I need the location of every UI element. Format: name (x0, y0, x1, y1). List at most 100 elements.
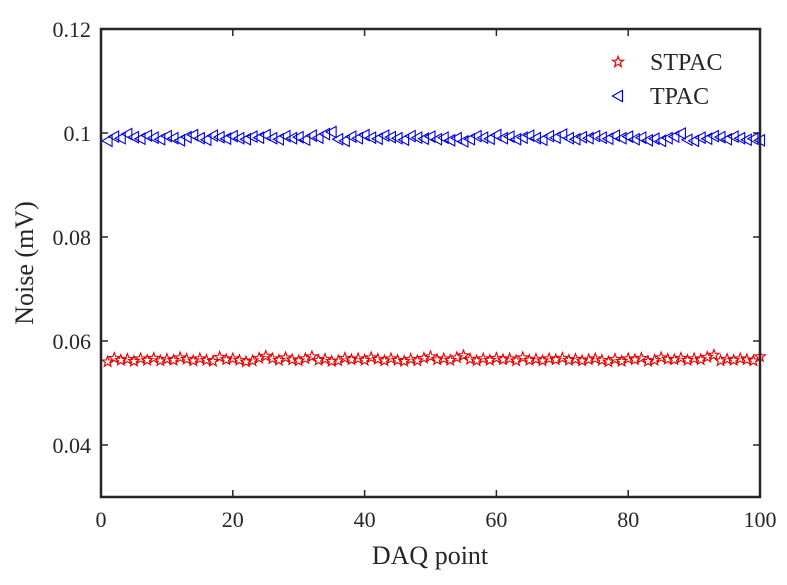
x-axis-title: DAQ point (372, 541, 489, 570)
tpac-point (120, 127, 133, 141)
stpac-point (463, 351, 477, 366)
stpac-point (634, 350, 649, 364)
stpac-point (707, 347, 721, 361)
tpac-point (245, 130, 258, 144)
stpac-point (542, 351, 556, 365)
tpac-point (179, 130, 192, 144)
tpac-point (357, 128, 370, 142)
tpac-point (153, 132, 166, 146)
stpac-point (489, 350, 504, 364)
tpac-point (575, 130, 588, 144)
stpac-point (456, 348, 471, 362)
legend: STPAC TPAC (610, 50, 723, 110)
stpac-point (179, 351, 194, 366)
tpac-point (562, 131, 574, 145)
stpac-point (733, 351, 748, 365)
stpac-point (199, 353, 214, 367)
stpac-point (239, 354, 253, 368)
stpac-point (581, 352, 596, 366)
tpac-point (364, 131, 377, 145)
stpac-point (146, 350, 161, 364)
stpac-point (351, 351, 365, 365)
tpac-point (239, 132, 252, 146)
tpac-point (647, 132, 660, 146)
tpac-point (199, 133, 212, 147)
stpac-point (173, 350, 187, 364)
tpac-point (720, 132, 733, 146)
stpac-point (370, 351, 385, 366)
tpac-point (634, 131, 647, 145)
tpac-point (160, 129, 172, 143)
stpac-point (219, 352, 234, 366)
stpac-point (423, 349, 438, 363)
y-tick-label: 0.08 (53, 225, 92, 250)
stpac-point (160, 351, 174, 366)
stpac-point (384, 351, 398, 365)
stpac-point (687, 351, 701, 365)
tpac-point (298, 133, 311, 147)
stpac-point (133, 351, 148, 365)
legend-marker-tpac-triangle (611, 89, 624, 103)
tpac-point (608, 129, 621, 143)
tpac-point (423, 130, 436, 144)
y-tick-label: 0.06 (53, 329, 92, 354)
stpac-point (285, 352, 299, 366)
stpac-point (403, 351, 418, 366)
series-tpac (100, 125, 766, 148)
tpac-point (667, 130, 680, 144)
tpac-point (324, 125, 337, 139)
stpac-point (641, 354, 655, 368)
tpac-point (351, 131, 364, 145)
tpac-point (443, 133, 456, 147)
tpac-point (601, 132, 614, 146)
stpac-point (107, 350, 122, 364)
tpac-point (483, 132, 495, 146)
tpac-point (595, 131, 607, 145)
stpac-point (654, 350, 669, 364)
stpac-point (324, 354, 339, 368)
stpac-point (720, 351, 734, 366)
stpac-point (522, 353, 537, 367)
tpac-point (140, 129, 153, 143)
legend-label-stpac: STPAC (650, 50, 723, 76)
tpac-point (436, 131, 449, 145)
y-tick-label: 0.1 (64, 121, 92, 146)
stpac-point (608, 351, 622, 366)
stpac-point (496, 352, 510, 366)
tpac-point (489, 128, 502, 142)
stpac-point (318, 351, 332, 366)
tpac-point (707, 129, 719, 143)
tpac-point (463, 132, 476, 146)
tpac-point (535, 133, 548, 147)
stpac-point (555, 350, 570, 364)
tpac-point (133, 132, 146, 146)
tpac-point (226, 129, 238, 143)
stpac-point (232, 353, 247, 367)
tpac-point (397, 133, 410, 147)
x-tick-label: 0 (96, 507, 107, 532)
stpac-point (562, 353, 576, 367)
tpac-point (311, 131, 324, 145)
tpac-point (687, 134, 700, 148)
y-axis-title: Noise (mV) (10, 201, 39, 324)
tpac-point (621, 130, 634, 144)
tpac-point (259, 128, 271, 142)
tpac-point (318, 127, 331, 141)
stpac-point (502, 351, 517, 365)
tpac-point (338, 134, 350, 148)
y-tick-label: 0.12 (53, 17, 92, 42)
tpac-point (674, 126, 686, 141)
tpac-point (548, 131, 561, 145)
tpac-point (476, 131, 489, 145)
stpac-point (278, 350, 293, 364)
tpac-point (680, 133, 693, 147)
tpac-point (740, 133, 752, 147)
tpac-point (166, 131, 179, 145)
stpac-point (568, 351, 583, 366)
x-tick-label: 100 (744, 507, 777, 532)
stpac-point (430, 352, 444, 366)
tpac-point (291, 130, 304, 144)
tpac-point (114, 131, 126, 145)
tpac-point (410, 131, 423, 145)
tpac-point (232, 131, 245, 145)
